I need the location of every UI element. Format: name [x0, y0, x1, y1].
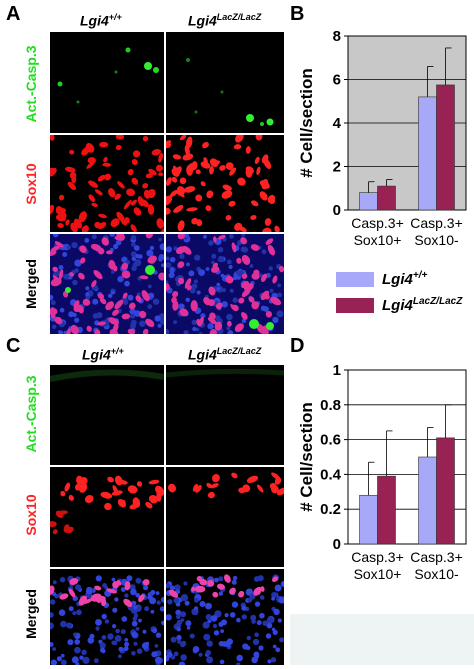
- bar: [377, 475, 396, 545]
- category-label: Sox10-: [414, 566, 459, 582]
- y-tick-label: 0: [333, 536, 341, 553]
- panel-a-col-header-wt: Lgi4+/+: [80, 12, 122, 29]
- bar: [359, 494, 378, 545]
- legend-swatch-ko: [336, 297, 374, 313]
- micrograph-c-casp3-wt: [50, 365, 164, 465]
- micrograph-a-casp3-ko: [166, 32, 284, 133]
- micrograph-c-sox10-wt: [50, 467, 164, 567]
- y-tick-label: 4: [333, 115, 342, 132]
- panel-c-row-label-casp3: Act.-Casp.3: [23, 375, 39, 453]
- bar: [418, 456, 437, 545]
- bar: [436, 84, 455, 211]
- panel-a-col-header-ko: Lgi4LacZ/LacZ: [188, 12, 261, 29]
- panel-letter-a: A: [6, 3, 21, 25]
- micrograph-c-casp3-ko: [166, 365, 284, 465]
- y-tick-label: 0.6: [320, 432, 341, 449]
- category-label: Casp.3+: [351, 549, 404, 565]
- micrograph-a-casp3-wt: [50, 32, 164, 133]
- micrograph-c-sox10-ko: [166, 467, 284, 567]
- y-tick-label: 1: [333, 362, 341, 379]
- panel-letter-d: D: [290, 335, 305, 357]
- micrograph-c-merged-wt: [50, 569, 164, 665]
- category-label: Sox10+: [354, 566, 402, 582]
- col-header-gene: Lgi4: [188, 12, 217, 29]
- panel-c-row-label-merged: Merged: [23, 589, 39, 639]
- category-label: Casp.3+: [410, 215, 463, 231]
- y-axis-label: # Cell/section: [297, 402, 316, 512]
- chart-d-bottom-band: [290, 614, 474, 665]
- chart-b: 0 2 4 6 8 # Cell/section Casp.3+ Sox10+ Casp.3+ S…: [290, 20, 474, 250]
- col-header-gene: Lgi4: [82, 346, 111, 363]
- panel-c-col-header-wt: Lgi4+/+: [82, 346, 124, 363]
- micrograph-a-sox10-ko: [166, 135, 284, 232]
- micrograph-a-sox10-wt: [50, 135, 164, 232]
- col-header-gene: Lgi4: [80, 12, 109, 29]
- legend-item-ko: Lgi4LacZ/LacZ: [336, 296, 462, 314]
- micrograph-a-merged-wt: [50, 234, 164, 334]
- bar: [359, 192, 378, 211]
- col-header-genotype: LacZ/LacZ: [216, 346, 262, 356]
- panel-a-row-label-merged: Merged: [23, 259, 39, 309]
- y-tick-label: 0.4: [320, 466, 342, 483]
- panel-c-col-header-ko: Lgi4LacZ/LacZ: [188, 346, 261, 363]
- panel-a-row-label-casp3: Act.-Casp.3: [23, 45, 39, 123]
- panel-a-row-label-sox10: Sox10: [23, 163, 39, 205]
- chart-d-svg: 00.20.40.60.81# Cell/sectionCasp.3+Sox10…: [297, 362, 467, 582]
- y-tick-label: 6: [333, 72, 341, 89]
- chart-d: 0 0.2 0.4 0.6 0.8 1 # Cell/section Casp.3+ Sox10…: [290, 354, 474, 584]
- category-label: Sox10-: [414, 232, 459, 248]
- col-header-genotype: +/+: [110, 346, 124, 356]
- legend-label-ko: Lgi4LacZ/LacZ: [382, 296, 463, 314]
- panel-letter-c: C: [6, 335, 21, 357]
- legend-swatch-wt: [336, 271, 374, 287]
- panel-letter-b: B: [290, 3, 305, 25]
- col-header-genotype: +/+: [108, 12, 122, 22]
- bar: [377, 185, 396, 211]
- panel-c-row-label-sox10: Sox10: [23, 494, 39, 536]
- legend-item-wt: Lgi4+/+: [336, 270, 427, 288]
- bar: [418, 96, 437, 211]
- category-label: Casp.3+: [351, 215, 404, 231]
- y-tick-label: 0: [333, 202, 341, 219]
- y-tick-label: 8: [333, 28, 341, 45]
- y-axis-label: # Cell/section: [297, 68, 316, 178]
- category-label: Casp.3+: [410, 549, 463, 565]
- micrograph-c-merged-ko: [166, 569, 284, 665]
- col-header-gene: Lgi4: [188, 346, 217, 363]
- legend-label-wt: Lgi4+/+: [382, 270, 428, 288]
- bar: [436, 437, 455, 545]
- y-tick-label: 0.8: [320, 397, 341, 414]
- y-tick-label: 0.2: [320, 501, 341, 518]
- y-tick-label: 2: [333, 159, 341, 176]
- col-header-genotype: LacZ/LacZ: [216, 12, 262, 22]
- category-label: Sox10+: [354, 232, 402, 248]
- micrograph-a-merged-ko: [166, 234, 284, 334]
